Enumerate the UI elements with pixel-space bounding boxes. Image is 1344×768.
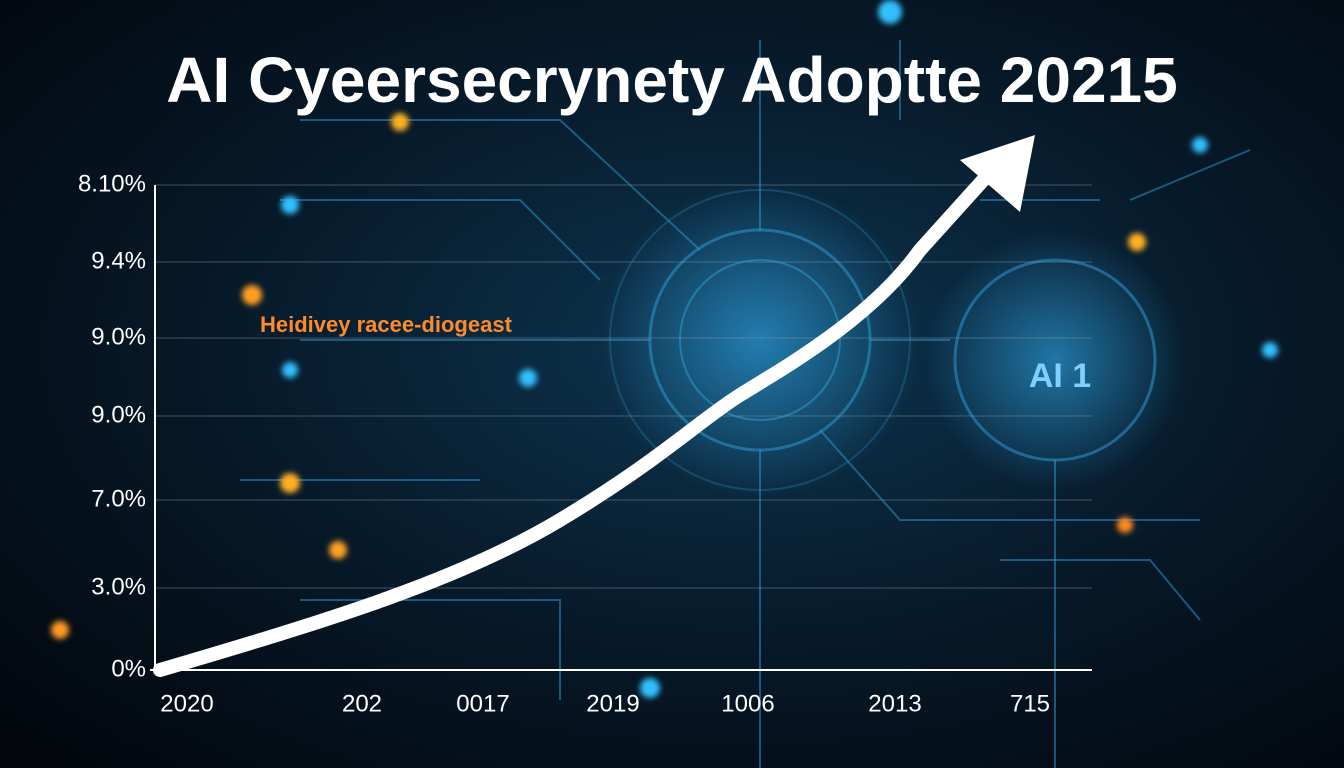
y-label: 3.0%: [91, 573, 146, 600]
trend-arrow: [153, 171, 992, 677]
x-label: 2019: [586, 690, 639, 717]
x-label: 1006: [721, 690, 774, 717]
y-label: 9.0%: [91, 401, 146, 428]
annotation: Heidivey racee-diogeast: [260, 312, 513, 337]
x-label: 2013: [868, 690, 921, 717]
x-label: 202: [342, 690, 382, 717]
x-label: 2020: [160, 690, 213, 717]
x-label: 715: [1010, 690, 1050, 717]
lights: [51, 0, 1278, 698]
glow: [600, 180, 920, 500]
y-label: 9.0%: [91, 323, 146, 350]
y-label: 0%: [111, 655, 146, 682]
y-label: 9.4%: [91, 247, 146, 274]
x-label: 0017: [456, 690, 509, 717]
glow: [925, 230, 1185, 490]
badge: AI 1: [1029, 357, 1091, 395]
arrow-head: [960, 135, 1035, 212]
title: AI Cyeersecrynety Adoptte 20215: [166, 44, 1177, 116]
y-label: 7.0%: [91, 485, 146, 512]
y-label: 8.10%: [78, 170, 146, 197]
